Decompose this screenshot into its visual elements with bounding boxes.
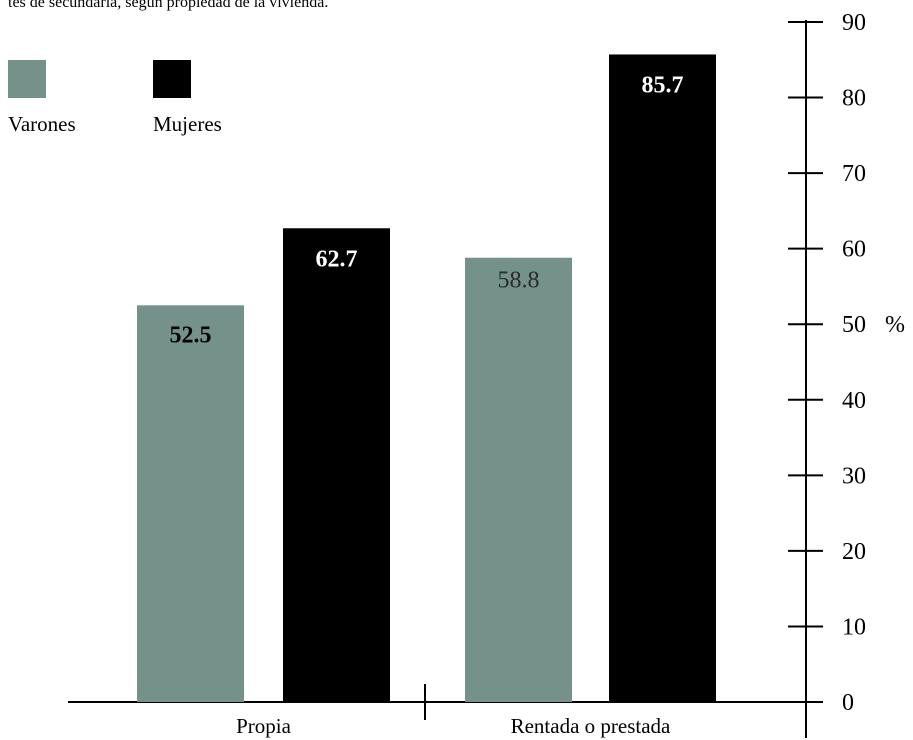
y-tick-label-70: 70: [842, 161, 866, 187]
y-axis-unit-label: %: [885, 312, 905, 338]
y-tick-label-30: 30: [842, 463, 866, 489]
legend-label-varones: Varones: [8, 112, 76, 136]
bar-mujeres-1: [283, 228, 390, 702]
x-category-label-1: Propia: [236, 714, 292, 738]
y-tick-label-80: 80: [842, 86, 866, 112]
legend-label-mujeres: Mujeres: [153, 112, 222, 136]
chart-caption: tes de secundaria, según propiedad de la…: [8, 0, 329, 11]
legend-swatch-mujeres: [153, 60, 191, 98]
bar-varones-2: [465, 257, 572, 702]
y-tick-label-90: 90: [842, 10, 866, 36]
y-tick-label-20: 20: [842, 539, 866, 565]
data-label-mujeres-2: 85.7: [642, 72, 684, 98]
y-tick-label-50: 50: [842, 312, 866, 338]
y-tick-label-10: 10: [842, 614, 866, 640]
y-tick-label-60: 60: [842, 237, 866, 263]
legend-swatch-varones: [8, 60, 46, 98]
data-label-varones-1: 52.5: [170, 322, 212, 348]
bar-varones-1: [137, 305, 244, 702]
data-label-varones-2: 58.8: [498, 268, 540, 294]
x-category-label-2: Rentada o prestada: [511, 714, 671, 738]
data-label-mujeres-1: 62.7: [316, 246, 358, 272]
y-tick-label-0: 0: [842, 690, 854, 716]
bar-mujeres-2: [609, 54, 716, 702]
y-tick-label-40: 40: [842, 388, 866, 414]
